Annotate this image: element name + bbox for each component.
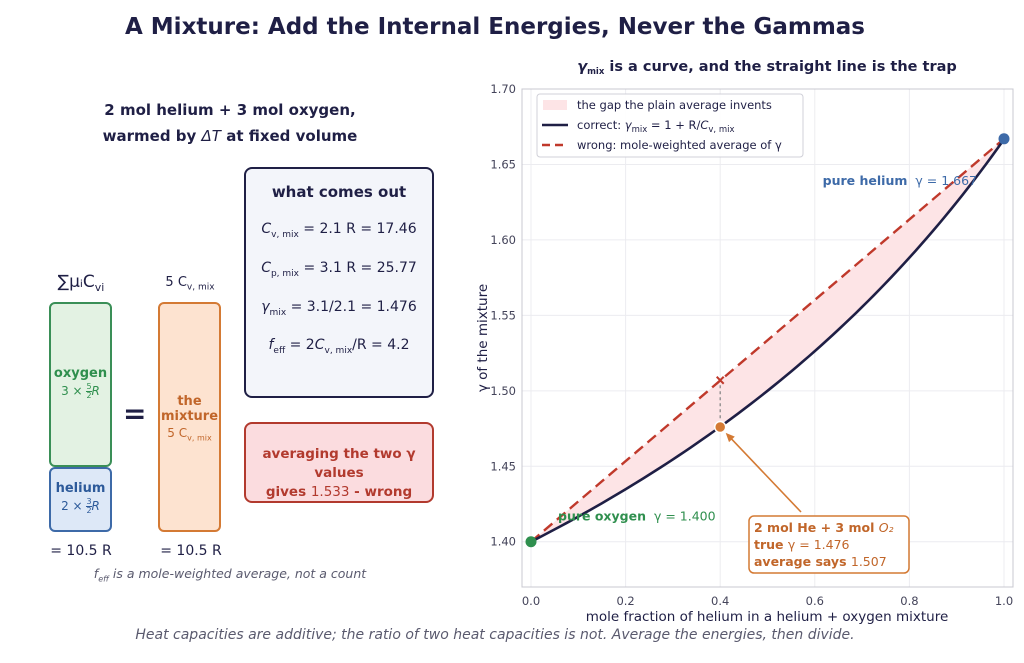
y-tick-label: 1.70 [490,82,516,96]
x-tick-label: 0.8 [900,594,918,608]
left-total: = 10.5 R [50,543,112,559]
oxygen-name: oxygen [53,366,108,381]
x-tick-label: 0.6 [806,594,824,608]
legend-item-wrong: wrong: mole-weighted average of γ [577,138,782,152]
result-cp: Cp, mix = 3.1 R = 25.77 [261,259,417,279]
mixture-block: the mixture 5 Cv, mix [158,302,221,532]
annotation-box [748,515,910,574]
result-feff: feff = 2Cv, mix/R = 4.2 [268,337,410,357]
mix-top-label: 5 Cv, mix [165,275,215,293]
point-pure-oxygen [525,536,537,548]
wrong-line-2: gives 1.533 - wrong [265,484,413,500]
y-tick-label: 1.50 [490,384,516,398]
mixture-name: the mixture [160,394,219,424]
sum-label: ∑μᵢCvi [57,272,105,294]
x-tick-label: 0.0 [522,594,540,608]
legend-item-gap: the gap the plain average invents [577,98,772,112]
annotation-line-1: 2 mol He + 3 mol O₂ [754,520,894,535]
label-pure-oxygen: pure oxygen γ = 1.400 [558,509,716,524]
wrong-average-line [530,137,1005,543]
x-axis-label: mole fraction of helium in a helium + ox… [586,609,949,625]
y-tick-label: 1.40 [490,535,516,549]
annotation-arrowhead [725,432,735,443]
legend-item-correct: correct: γmix​ = 1 + R/Cv, mix​ [577,118,735,135]
label-pure-helium: pure helium γ = 1.667 [823,173,977,188]
annotation-arrow [729,436,802,513]
scenario-heading: 2 mol helium + 3 mol oxygen, warmed by Δ… [60,97,400,149]
results-heading: what comes out [271,183,407,201]
legend: the gap the plain average invents correc… [536,93,804,158]
scenario-line-2: warmed by ΔT at fixed volume [102,127,358,145]
y-tick-label: 1.55 [490,308,516,322]
equals-sign: = [123,397,147,430]
chart-title: γmix​ is a curve, and the straight line … [577,59,957,77]
point-pure-helium [998,133,1010,145]
x-tick-label: 0.2 [616,594,634,608]
legend-swatch-gap [543,100,567,110]
wrong-average-box: averaging the two γ values gives 1.533 -… [244,422,434,503]
x-tick-label: 1.0 [995,594,1013,608]
right-total: = 10.5 R [160,543,222,559]
footer-note: Heat capacities are additive; the ratio … [135,627,855,643]
y-tick-label: 1.65 [490,157,516,171]
y-tick-label: 1.45 [490,459,516,473]
page-title: A Mixture: Add the Internal Energies, Ne… [124,14,865,40]
correct-gamma-curve [530,138,1006,543]
axis-ticks: 0.0 0.2 0.4 0.6 0.8 1.0 1.40 1.45 1.50 1.55 1.60 1.… [490,82,1013,608]
scenario-line-1: 2 mol helium + 3 mol oxygen, [104,101,356,119]
feff-note: feff is a mole-weighted average, not a c… [93,566,367,584]
point-mixture [713,420,727,434]
wrong-average-marker [715,376,725,385]
x-tick-label: 0.4 [711,594,729,608]
result-gamma: γmix = 3.1/2.1 = 1.476 [261,298,417,318]
result-cv: Cv, mix = 2.1 R = 17.46 [261,221,417,240]
helium-name: helium [55,481,106,496]
y-axis-label: γ of the mixture [475,284,491,392]
mixture-cv: 5 Cv, mix [167,426,212,443]
results-box: what comes out Cv, mix = 2.1 R = 17.46 C… [244,167,434,398]
wrong-line-1: averaging the two γ values [262,446,416,481]
annotation-line-3: average says 1.507 [754,554,887,569]
plot-frame [521,88,1014,588]
annotation-line-2: true γ = 1.476 [754,537,850,552]
y-tick-label: 1.60 [490,233,516,247]
